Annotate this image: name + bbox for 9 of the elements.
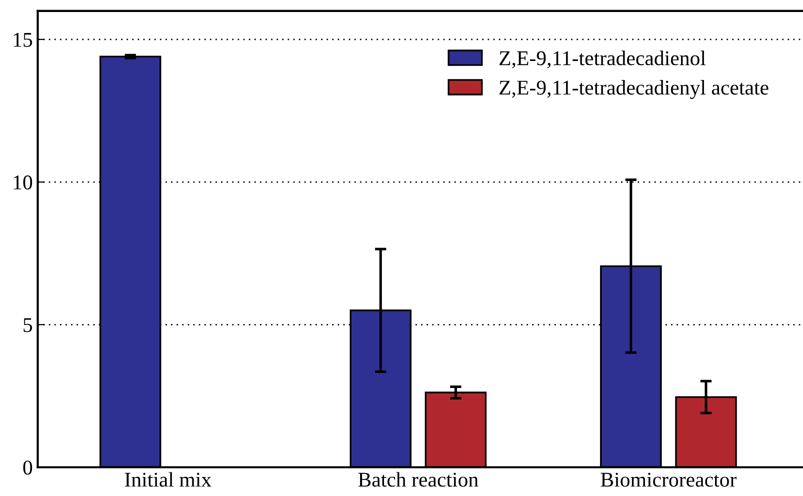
y-tick-label: 10 (14, 175, 32, 190)
x-tick-label: Initial mix (124, 472, 212, 487)
legend-label: Z,E-9,11-tetradecadienol (500, 50, 706, 68)
y-tick-label: 15 (14, 32, 32, 47)
y-tick-label: 5 (24, 318, 32, 332)
y-tick-label: 0 (23, 460, 32, 475)
x-tick-label: Batch reaction (358, 472, 478, 487)
legend-label: Z,E-9,11-tetradecadienyl acetate (500, 80, 768, 100)
x-tick-label: Biomicroreactor (600, 472, 737, 487)
